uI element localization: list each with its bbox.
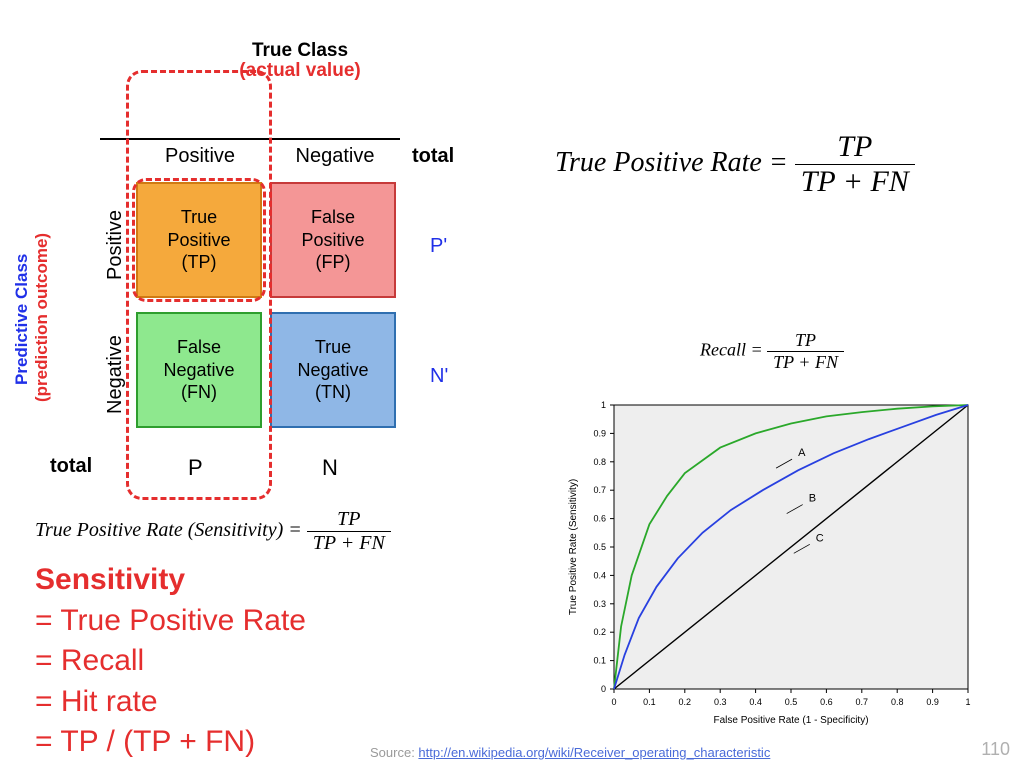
confusion-matrix: True Class (actual value) Predictive Cla…: [60, 40, 480, 480]
row-total-n-prime: N': [430, 365, 448, 388]
eq-lhs: True Positive Rate =: [555, 147, 788, 178]
cm-col-header-negative: Negative: [270, 145, 400, 168]
svg-text:1: 1: [601, 400, 606, 410]
eq-fraction: TP TP + FN: [795, 130, 915, 199]
source-citation: Source: http://en.wikipedia.org/wiki/Rec…: [370, 745, 770, 760]
svg-text:0.7: 0.7: [856, 697, 869, 707]
eq-den: TP + FN: [795, 164, 915, 199]
cm-total-left: total: [50, 455, 92, 478]
eq-num: TP: [795, 130, 915, 164]
svg-text:True Positive Rate (Sensitivit: True Positive Rate (Sensitivity): [568, 479, 579, 615]
svg-text:0.1: 0.1: [643, 697, 656, 707]
svg-text:1: 1: [965, 697, 970, 707]
col-total-p: P: [188, 455, 203, 481]
col-total-n: N: [322, 455, 338, 481]
source-link[interactable]: http://en.wikipedia.org/wiki/Receiver_op…: [418, 745, 770, 760]
cm-total-top: total: [412, 145, 454, 168]
svg-text:A: A: [798, 447, 806, 459]
svg-text:0.9: 0.9: [926, 697, 939, 707]
equation-recall: Recall = TP TP + FN: [700, 330, 844, 373]
svg-text:0.5: 0.5: [785, 697, 798, 707]
eq-lhs: True Positive Rate (Sensitivity) =: [35, 519, 302, 541]
cm-side-title: Predictive Class: [12, 254, 32, 385]
svg-text:0.6: 0.6: [593, 514, 606, 524]
svg-text:0.7: 0.7: [593, 485, 606, 495]
sensitivity-synonyms: Sensitivity = True Positive Rate = Recal…: [35, 560, 306, 763]
svg-text:0: 0: [611, 697, 616, 707]
svg-text:C: C: [816, 532, 824, 544]
svg-text:B: B: [809, 493, 816, 505]
cell-line: Positive: [301, 229, 364, 252]
svg-text:0.3: 0.3: [593, 599, 606, 609]
svg-text:0.8: 0.8: [891, 697, 904, 707]
cm-side-subtitle: (prediction outcome): [32, 233, 52, 402]
eq-den: TP + FN: [307, 531, 391, 555]
svg-text:0.2: 0.2: [593, 627, 606, 637]
cm-top-title: True Class: [120, 40, 480, 62]
sens-line: = Recall: [35, 641, 306, 682]
sens-line: = Hit rate: [35, 682, 306, 723]
eq-fraction: TP TP + FN: [307, 508, 391, 555]
svg-text:0.6: 0.6: [820, 697, 833, 707]
cell-true-negative: True Negative (TN): [270, 312, 396, 428]
equation-tpr-sensitivity: True Positive Rate (Sensitivity) = TP TP…: [35, 508, 391, 555]
roc-svg: 00 0.1 0.1 0.2 0.2 0.3 0.3 0.4 0.4 0.5 0.5 0.6 0.6 0.…: [560, 395, 980, 735]
svg-text:0.5: 0.5: [593, 542, 606, 552]
svg-text:0.9: 0.9: [593, 428, 606, 438]
eq-lhs: Recall =: [700, 340, 763, 360]
svg-text:0.8: 0.8: [593, 457, 606, 467]
cell-false-positive: False Positive (FP): [270, 182, 396, 298]
highlight-tp-cell: [132, 178, 266, 302]
svg-text:0.3: 0.3: [714, 697, 727, 707]
row-total-p-prime: P': [430, 235, 447, 258]
svg-text:0.4: 0.4: [593, 570, 606, 580]
eq-num: TP: [767, 330, 844, 351]
eq-num: TP: [307, 508, 391, 531]
page-number: 110: [981, 739, 1010, 760]
cell-line: False: [311, 206, 355, 229]
cell-abbr: (TN): [315, 381, 351, 404]
equation-tpr-main: True Positive Rate = TP TP + FN: [555, 130, 915, 199]
svg-text:0.4: 0.4: [749, 697, 762, 707]
sens-line: = True Positive Rate: [35, 601, 306, 642]
cell-line: Negative: [297, 359, 368, 382]
cell-abbr: (FP): [316, 251, 351, 274]
source-prefix: Source:: [370, 745, 418, 760]
svg-text:0.1: 0.1: [593, 656, 606, 666]
eq-fraction: TP TP + FN: [767, 330, 844, 373]
sens-line: = TP / (TP + FN): [35, 722, 306, 763]
eq-den: TP + FN: [767, 351, 844, 373]
svg-text:False Positive Rate (1 - Speci: False Positive Rate (1 - Specificity): [713, 715, 868, 726]
svg-text:0.2: 0.2: [679, 697, 692, 707]
sensitivity-title: Sensitivity: [35, 560, 306, 601]
cell-line: True: [315, 336, 351, 359]
roc-chart: 00 0.1 0.1 0.2 0.2 0.3 0.3 0.4 0.4 0.5 0.5 0.6 0.6 0.…: [560, 395, 980, 735]
svg-text:0: 0: [601, 684, 606, 694]
